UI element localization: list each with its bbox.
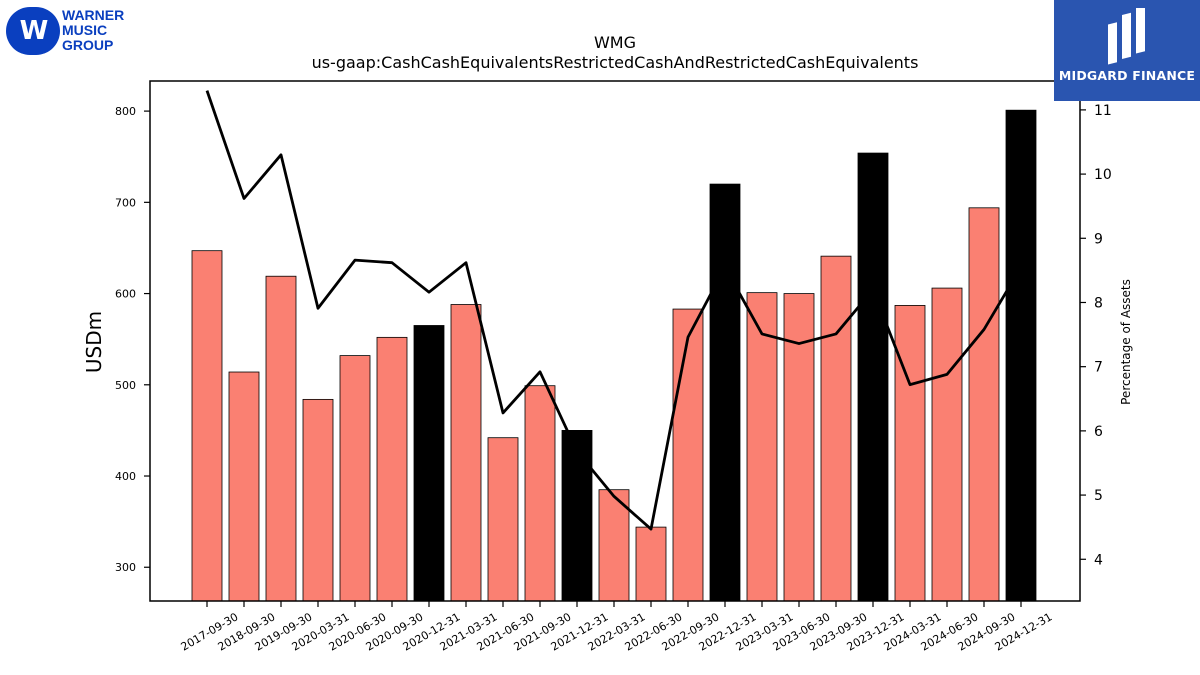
bar-2017-09-30 [191,250,223,602]
bar-2022-09-30 [672,308,704,602]
bar-2024-12-31 [1005,109,1037,602]
line-group [205,90,1023,531]
bar-2024-09-30 [968,207,1000,602]
y-tick-label: 600 [115,288,136,301]
wmg-badge-icon: W [6,7,60,55]
y-axis-label: USDm [82,311,106,373]
bar-2018-09-30 [228,371,260,602]
bar-2020-12-31 [413,325,445,602]
y2-tick-label: 5 [1094,488,1103,504]
warner-music-group-logo: W WARNER MUSIC GROUP [4,4,144,56]
midgard-finance-logo: MIDGARD FINANCE [1054,0,1200,101]
y2-tick-label: 10 [1094,167,1112,183]
bar-2022-03-31 [598,489,630,602]
y2-tick-label: 8 [1094,295,1103,311]
y-tick-label: 500 [115,379,136,392]
percentage-of-assets-line [205,90,1023,531]
bar-2021-09-30 [524,385,556,602]
chart-title: WMG [594,33,636,52]
chart-subtitle: us-gaap:CashCashEquivalentsRestrictedCas… [312,53,919,72]
midgard-name: MIDGARD FINANCE [1058,68,1196,83]
y-tick-label: 700 [115,196,136,209]
y-tick-label: 300 [115,561,136,574]
bar-2020-03-31 [302,398,334,602]
y2-tick-label: 7 [1094,360,1103,376]
y2-tick-label: 11 [1094,103,1112,119]
bar-2023-03-31 [746,292,778,602]
bar-2021-06-30 [487,437,519,602]
y2-tick-label: 4 [1094,552,1103,568]
bar-2022-12-31 [709,183,741,602]
bar-2020-06-30 [339,355,371,602]
bar-2020-09-30 [376,336,408,602]
wmg-wordmark: WARNER MUSIC GROUP [62,7,125,53]
plot-frame [149,80,1081,602]
bar-group [191,109,1037,602]
bar-2022-06-30 [635,526,667,602]
bar-2024-03-31 [894,305,926,602]
bar-2023-09-30 [820,255,852,602]
bar-2023-12-31 [857,152,889,602]
y2-tick-label: 6 [1094,424,1103,440]
y2-tick-label: 9 [1094,231,1103,247]
midgard-mark-icon [1108,8,1145,65]
bar-2024-06-30 [931,287,963,602]
y-tick-label: 400 [115,470,136,483]
bar-2019-09-30 [265,275,297,602]
bar-2021-03-31 [450,304,482,602]
bar-2021-12-31 [561,430,593,602]
y-tick-label: 800 [115,105,136,118]
y2-axis-label: Percentage of Assets [1119,279,1133,405]
